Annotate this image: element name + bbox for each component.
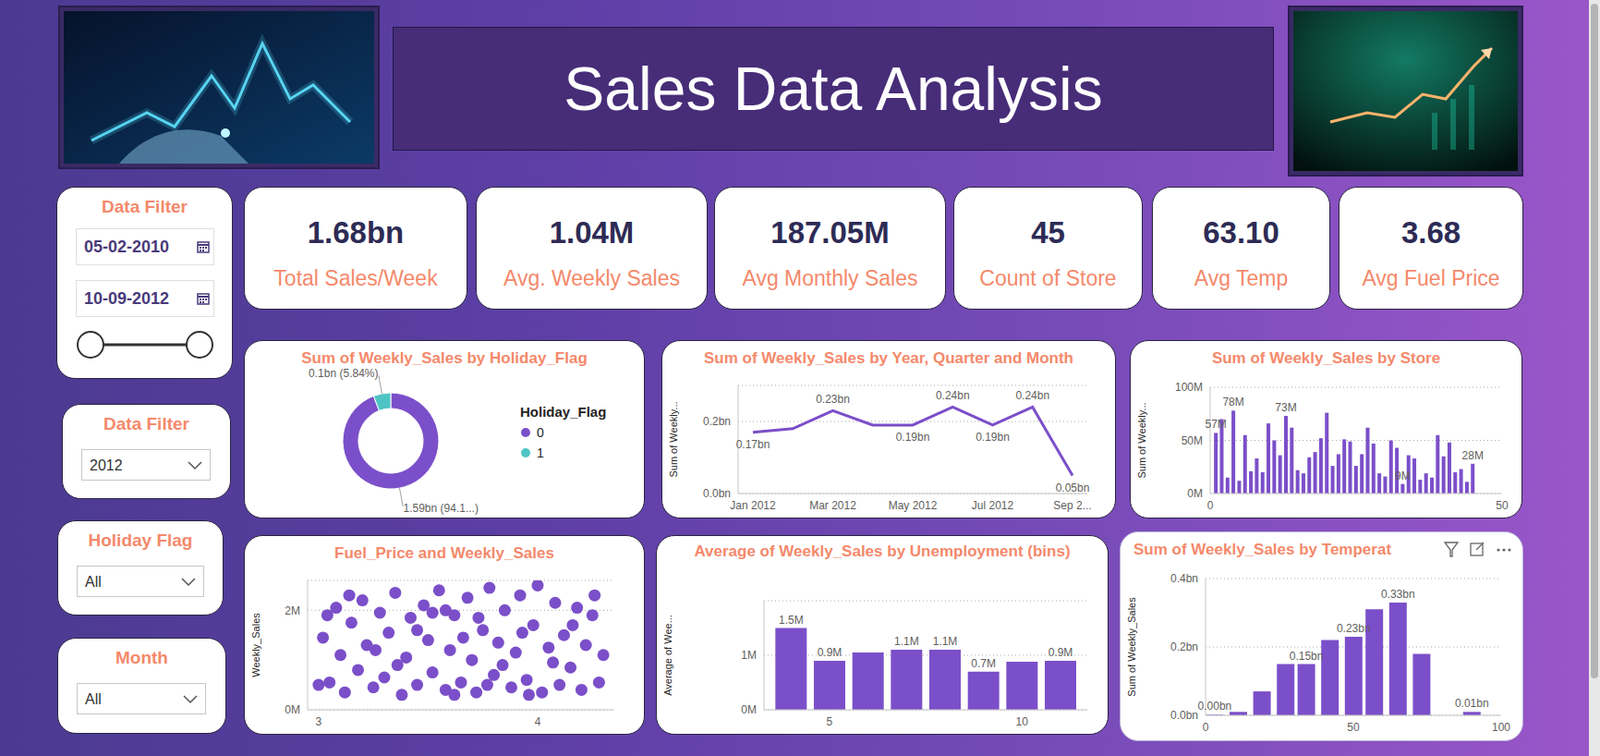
html-text:3.68: 3.68 [1401, 215, 1461, 250]
svg-text:Mar 2012: Mar 2012 [809, 498, 857, 512]
svg-text:3: 3 [315, 715, 323, 728]
svg-text:0.2bn: 0.2bn [703, 414, 731, 428]
svg-text:0M: 0M [740, 703, 757, 716]
svg-text:0.23bn: 0.23bn [1336, 621, 1371, 635]
svg-text:Sum of Weekly...: Sum of Weekly... [1136, 401, 1148, 478]
html-text:0: 0 [536, 424, 544, 440]
svg-text:1.5M: 1.5M [778, 613, 804, 627]
html-text:05-02-2010: 05-02-2010 [84, 237, 170, 256]
html-text:Sum of Weekly_Sales by Year, Q: Sum of Weekly_Sales by Year, Quarter and… [703, 349, 1074, 367]
svg-text:50M: 50M [1181, 434, 1203, 448]
html-text:Holiday Flag: Holiday Flag [88, 530, 193, 550]
svg-text:Sum of Weekly...: Sum of Weekly... [667, 400, 679, 477]
html-text:Avg Monthly Sales: Avg Monthly Sales [742, 266, 918, 291]
svg-text:0: 0 [1202, 720, 1210, 734]
svg-text:10: 10 [1015, 715, 1029, 728]
html-text:Average of Weekly_Sales by Une: Average of Weekly_Sales by Unemployment … [694, 542, 1071, 560]
svg-text:100M: 100M [1175, 380, 1203, 394]
svg-text:0.00bn: 0.00bn [1198, 699, 1233, 713]
svg-text:0.0bn: 0.0bn [1170, 708, 1199, 722]
html-text:Sum of Weekly_Sales by Tempera: Sum of Weekly_Sales by Temperat [1133, 540, 1392, 558]
html-text:Sum of Weekly_Sales by Holiday: Sum of Weekly_Sales by Holiday_Flag [301, 349, 588, 367]
svg-text:0M: 0M [1187, 486, 1203, 500]
svg-text:0.33bn: 0.33bn [1381, 587, 1416, 601]
svg-text:1.1M: 1.1M [894, 634, 920, 648]
svg-text:0.05bn: 0.05bn [1055, 481, 1091, 495]
html-text:Avg Fuel Price: Avg Fuel Price [1362, 266, 1500, 291]
svg-text:0.7M: 0.7M [970, 656, 996, 670]
svg-text:Sum of Weekly_Sales: Sum of Weekly_Sales [1126, 596, 1138, 697]
svg-text:Jan 2012: Jan 2012 [729, 498, 776, 512]
svg-text:50: 50 [1346, 720, 1360, 734]
svg-text:28M: 28M [1462, 448, 1484, 462]
html-text:Fuel_Price and Weekly_Sales: Fuel_Price and Weekly_Sales [334, 544, 555, 562]
svg-text:1.59bn (94.1...): 1.59bn (94.1...) [403, 501, 479, 515]
html-text:Avg. Weekly Sales: Avg. Weekly Sales [503, 266, 680, 291]
html-text:63.10: 63.10 [1202, 215, 1280, 250]
html-text:Total Sales/Week: Total Sales/Week [273, 266, 438, 291]
html-text:2012: 2012 [89, 457, 123, 473]
html-text:Holiday_Flag: Holiday_Flag [520, 403, 607, 420]
svg-text:May 2012: May 2012 [888, 498, 938, 512]
svg-text:57M: 57M [1204, 417, 1226, 431]
svg-text:0.19bn: 0.19bn [896, 430, 931, 444]
svg-text:4: 4 [534, 715, 542, 728]
html-text:10-09-2012: 10-09-2012 [84, 289, 170, 308]
svg-text:9M: 9M [1394, 469, 1411, 483]
html-text:Sales Data Analysis: Sales Data Analysis [563, 54, 1103, 123]
html-text:Month: Month [115, 647, 169, 667]
svg-text:100: 100 [1491, 720, 1511, 734]
html-text:All: All [84, 573, 102, 590]
html-text:All: All [84, 690, 102, 707]
html-text:Count of Store: Count of Store [979, 266, 1117, 291]
html-text:1: 1 [536, 445, 544, 461]
svg-text:0.1bn (5.84%): 0.1bn (5.84%) [308, 366, 378, 380]
html-text:Data Filter: Data Filter [103, 413, 190, 434]
html-text:1.68bn: 1.68bn [307, 215, 404, 250]
svg-text:0.15bn: 0.15bn [1289, 649, 1324, 663]
svg-text:Average of Wee...: Average of Wee... [662, 614, 674, 696]
svg-text:0.9M: 0.9M [817, 645, 843, 659]
svg-text:0M: 0M [284, 703, 301, 716]
html-text:Sum of Weekly_Sales by Store: Sum of Weekly_Sales by Store [1211, 349, 1441, 367]
svg-text:0.0bn: 0.0bn [703, 486, 731, 500]
svg-text:2M: 2M [284, 604, 301, 618]
svg-text:Sep 2...: Sep 2... [1053, 498, 1091, 512]
svg-text:0.01bn: 0.01bn [1454, 696, 1490, 710]
svg-text:50: 50 [1495, 498, 1509, 512]
html-text:Avg Temp: Avg Temp [1194, 266, 1288, 291]
html-text:45: 45 [1031, 215, 1066, 250]
svg-text:0: 0 [1207, 498, 1214, 512]
svg-text:78M: 78M [1222, 395, 1244, 409]
html-text:187.05M: 187.05M [770, 215, 890, 250]
svg-text:0.19bn: 0.19bn [975, 430, 1010, 444]
svg-text:0.4bn: 0.4bn [1170, 571, 1199, 585]
html-text:1.04M: 1.04M [549, 215, 635, 250]
svg-text:0.9M: 0.9M [1048, 645, 1074, 659]
svg-text:0.2bn: 0.2bn [1170, 640, 1199, 654]
svg-text:0.23bn: 0.23bn [815, 392, 850, 406]
svg-text:0.24bn: 0.24bn [935, 388, 970, 402]
svg-text:0.24bn: 0.24bn [1015, 388, 1050, 402]
svg-text:73M: 73M [1274, 400, 1297, 414]
svg-text:1M: 1M [740, 648, 757, 662]
html-text:Data Filter: Data Filter [101, 196, 188, 217]
svg-text:Weekly_Sales: Weekly_Sales [250, 612, 262, 678]
svg-text:0.17bn: 0.17bn [736, 437, 771, 451]
svg-text:5: 5 [825, 715, 833, 728]
svg-text:1.1M: 1.1M [933, 634, 958, 648]
svg-text:Jul 2012: Jul 2012 [971, 498, 1015, 512]
